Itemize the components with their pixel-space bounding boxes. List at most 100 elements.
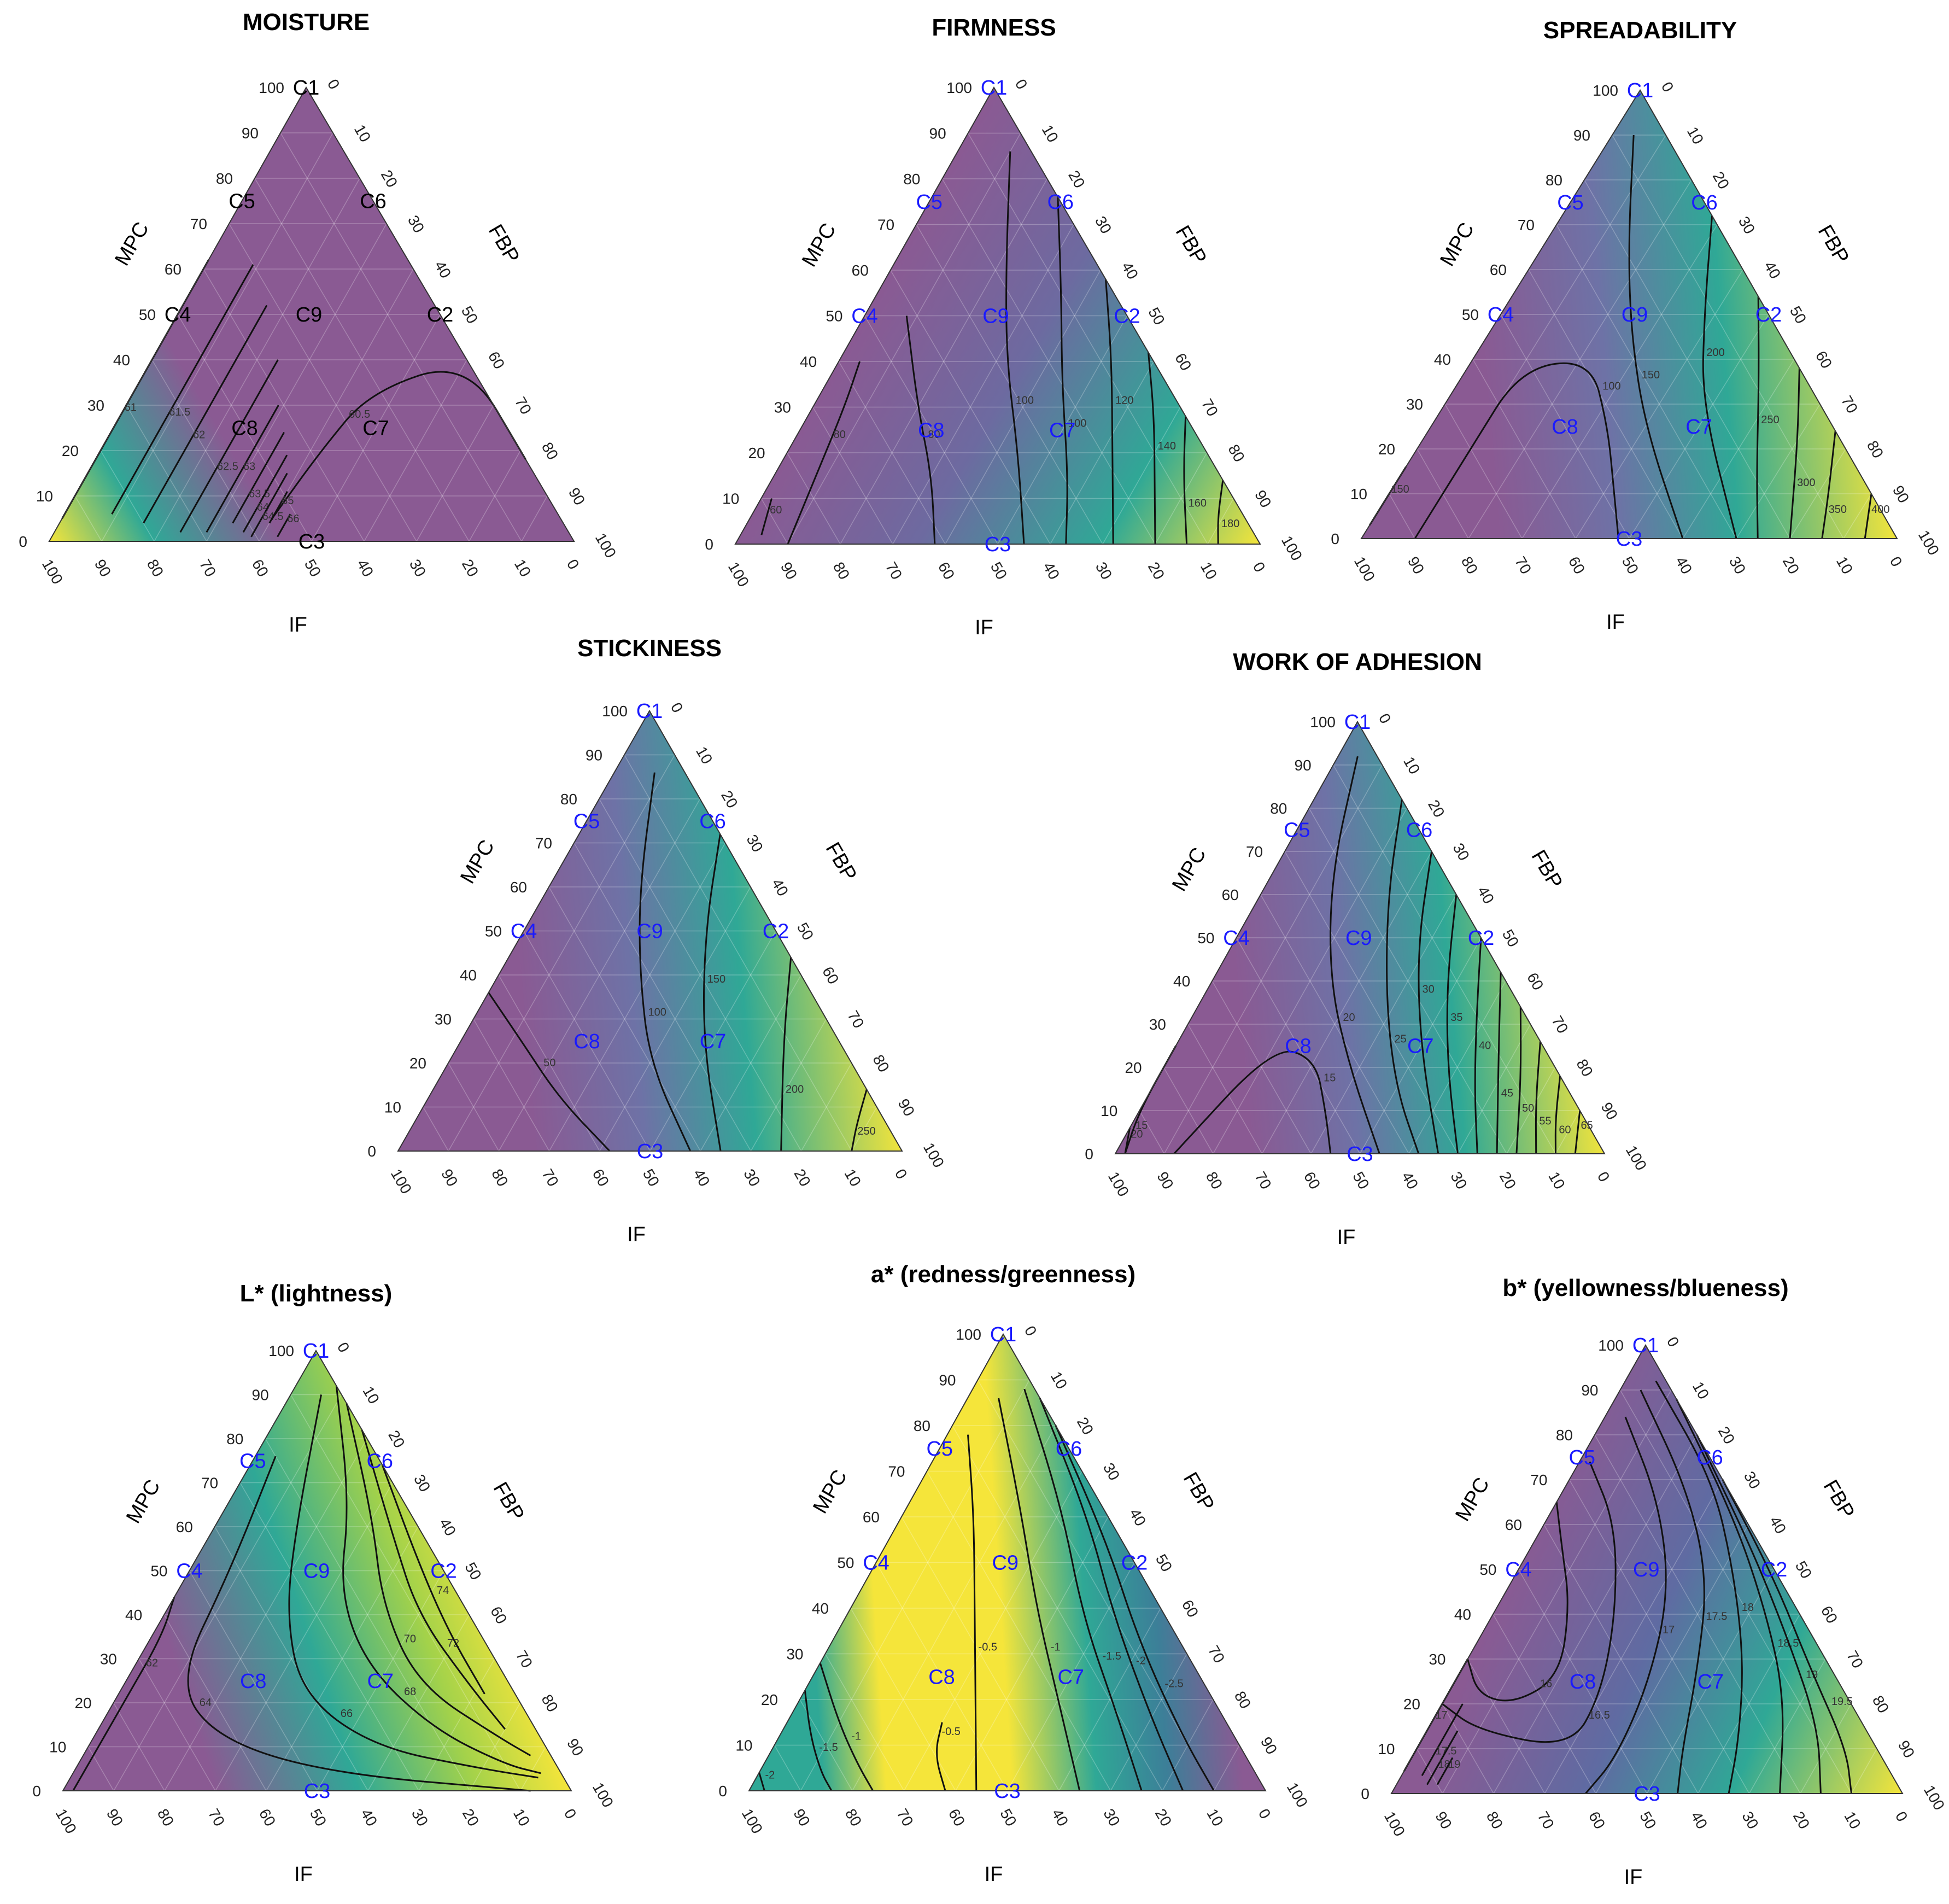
condition-label-c2: C2 xyxy=(427,303,454,326)
condition-label-c6: C6 xyxy=(699,810,726,833)
grid-line xyxy=(1468,179,1692,539)
grid-line xyxy=(1612,135,1844,539)
axis-title-if: IF xyxy=(627,1223,646,1246)
contour-line xyxy=(1655,1380,1743,1794)
contour-line xyxy=(488,992,611,1152)
grid-line xyxy=(113,1702,165,1791)
panel-title: b* (yellowness/blueness) xyxy=(1502,1275,1788,1301)
contour-label: 100 xyxy=(1016,395,1034,407)
contour-line xyxy=(851,1089,868,1152)
grid-line xyxy=(1748,1658,1826,1794)
axis-title-if: IF xyxy=(294,1863,313,1886)
contour-line xyxy=(1386,799,1420,1154)
grid-line xyxy=(521,495,548,542)
panel-title: STICKINESS xyxy=(577,635,722,662)
grid-line xyxy=(163,1614,267,1791)
grid-line xyxy=(1260,894,1409,1154)
tick-label-if: 40 xyxy=(1672,554,1695,577)
grid-line xyxy=(1102,407,1181,545)
condition-label-c7: C7 xyxy=(1697,1671,1724,1693)
tick-label-if: 80 xyxy=(842,1806,865,1829)
tick-label-mpc: 30 xyxy=(1406,396,1423,413)
contour-line xyxy=(1418,851,1439,1154)
contour-label: 19.5 xyxy=(1831,1696,1853,1708)
triangle-outline xyxy=(62,1350,572,1791)
tick-label-fbp: 90 xyxy=(1889,483,1912,506)
tick-label-mpc: 80 xyxy=(1556,1427,1573,1444)
condition-label-c4: C4 xyxy=(1223,927,1250,950)
tick-label-mpc: 0 xyxy=(705,536,713,553)
tick-label-if: 40 xyxy=(1688,1809,1711,1832)
contour-label: -0.5 xyxy=(979,1642,997,1654)
axis-title-if: IF xyxy=(1606,611,1625,634)
contour-line xyxy=(179,359,279,533)
contour-line xyxy=(1039,1398,1184,1791)
contour-line xyxy=(639,772,692,1152)
tick-label-fbp: 20 xyxy=(718,788,741,811)
panel-title: FIRMNESS xyxy=(932,14,1056,41)
contour-line xyxy=(268,490,289,524)
grid-line xyxy=(890,270,1051,545)
grid-line xyxy=(1213,808,1408,1154)
contour-label: 45 xyxy=(1501,1087,1513,1099)
grid-line xyxy=(1213,1745,1240,1791)
grid-line xyxy=(786,452,841,545)
tick-label-mpc: 0 xyxy=(1085,1146,1093,1163)
tick-label-mpc: 80 xyxy=(914,1417,930,1434)
grid-line xyxy=(1058,1608,1161,1791)
contour-line xyxy=(1628,135,1684,539)
tick-label-if: 0 xyxy=(1887,554,1906,570)
tick-label-mpc: 10 xyxy=(1101,1102,1117,1119)
tick-label-mpc: 90 xyxy=(242,125,259,142)
condition-label-c7: C7 xyxy=(362,417,389,440)
tick-label-if: 30 xyxy=(1100,1806,1123,1829)
tick-label-mpc: 0 xyxy=(32,1783,41,1800)
condition-label-c8: C8 xyxy=(1552,416,1578,439)
grid-line xyxy=(1139,1110,1165,1154)
contour-label: 65 xyxy=(282,495,294,507)
condition-label-c1: C1 xyxy=(636,700,663,723)
contour-label: 55 xyxy=(1539,1115,1551,1128)
condition-label-c9: C9 xyxy=(1345,927,1372,950)
contour-label: -2 xyxy=(765,1769,775,1781)
tick-label-mpc: 40 xyxy=(113,352,130,369)
contour-line xyxy=(1585,1416,1667,1794)
tick-label-fbp: 100 xyxy=(920,1140,947,1171)
grid-line xyxy=(926,1471,1111,1791)
tick-label-if: 50 xyxy=(307,1806,330,1829)
tick-label-if: 90 xyxy=(103,1806,126,1829)
condition-label-c3: C3 xyxy=(1347,1143,1373,1166)
tick-label-if: 100 xyxy=(52,1806,80,1837)
contour-line xyxy=(1436,1757,1454,1785)
tick-label-if: 80 xyxy=(488,1166,511,1189)
tick-label-fbp: 100 xyxy=(1623,1143,1650,1173)
grid-line xyxy=(151,359,260,542)
tick-label-if: 50 xyxy=(640,1166,663,1189)
grid-line xyxy=(1163,1067,1214,1154)
tick-label-fbp: 10 xyxy=(693,744,716,767)
tick-label-fbp: 0 xyxy=(1664,1334,1683,1350)
ternary-panel-4: STICKINESS501001502002500001010102020203… xyxy=(367,635,947,1246)
tick-label-fbp: 70 xyxy=(1198,396,1221,419)
tick-label-mpc: 90 xyxy=(929,125,946,142)
tick-label-mpc: 70 xyxy=(201,1475,218,1492)
contours: 50 100 150 200 250 xyxy=(488,772,876,1152)
ternary-panel-5: WORK OF ADHESION201515202530354045505560… xyxy=(1085,649,1650,1249)
contour-label: 64 xyxy=(200,1697,212,1709)
contour-line xyxy=(1496,972,1502,1154)
tick-label-fbp: 50 xyxy=(461,1560,484,1582)
tick-label-if: 20 xyxy=(1152,1806,1175,1829)
condition-label-c5: C5 xyxy=(1568,1446,1595,1469)
grid-line xyxy=(1207,498,1234,545)
tick-label-mpc: 40 xyxy=(800,353,817,370)
tick-label-if: 50 xyxy=(997,1806,1020,1829)
contour-label: 150 xyxy=(707,973,725,985)
tick-label-if: 70 xyxy=(882,559,905,582)
tick-label-if: 40 xyxy=(1040,559,1063,582)
condition-label-c8: C8 xyxy=(1285,1035,1312,1058)
contour-line xyxy=(1474,937,1482,1154)
condition-label-c3: C3 xyxy=(1616,528,1643,551)
tick-label-if: 10 xyxy=(1833,554,1856,577)
grid-line xyxy=(1736,404,1821,539)
grid-line xyxy=(229,223,417,542)
